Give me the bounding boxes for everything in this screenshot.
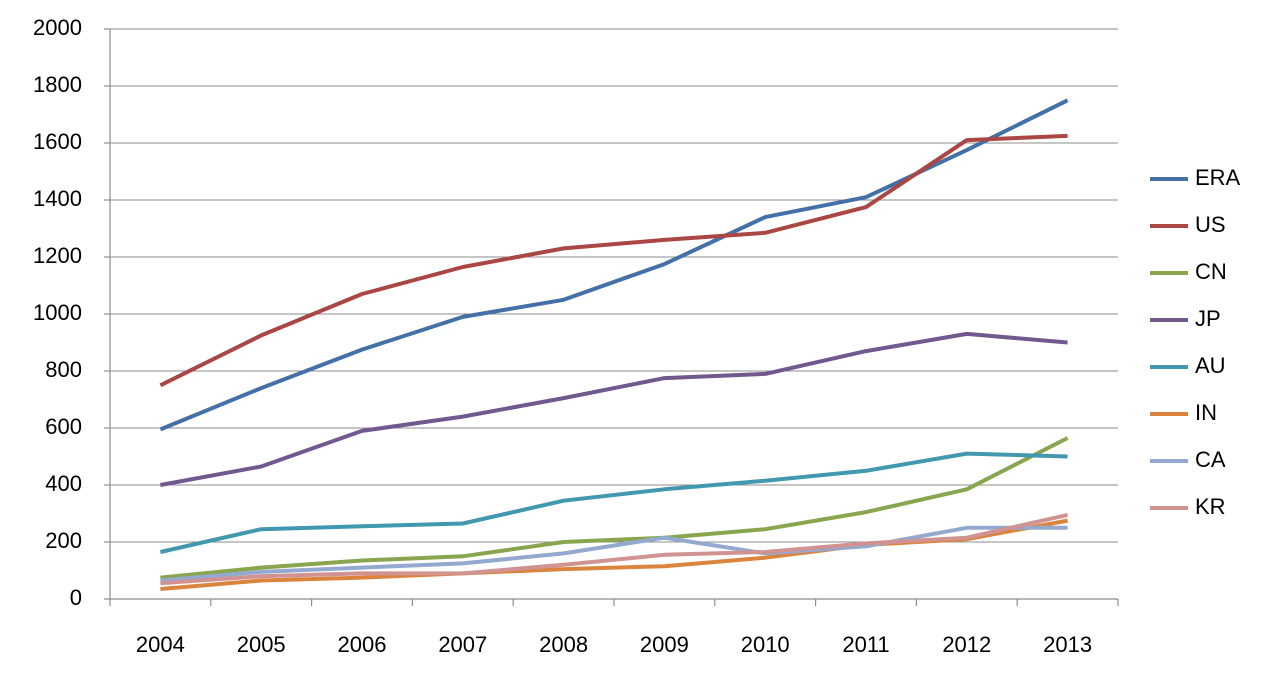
- y-tick-label: 600: [45, 414, 82, 439]
- x-tick-label: 2013: [1043, 632, 1092, 657]
- x-tick-label: 2009: [640, 632, 689, 657]
- x-tick-label: 2005: [237, 632, 286, 657]
- legend-label: KR: [1195, 494, 1226, 519]
- x-tick-label: 2008: [539, 632, 588, 657]
- series-line: [159, 133, 1068, 388]
- series-line: [159, 451, 1068, 554]
- y-tick-label: 1800: [33, 72, 82, 97]
- legend-label: AU: [1195, 353, 1226, 378]
- y-tick-label: 800: [45, 357, 82, 382]
- legend-label: CA: [1195, 447, 1226, 472]
- x-tick-label: 2006: [338, 632, 387, 657]
- legend-label: ERA: [1195, 165, 1241, 190]
- y-tick-label: 200: [45, 528, 82, 553]
- y-tick-label: 2000: [33, 15, 82, 40]
- x-tick-label: 2011: [842, 632, 889, 657]
- series-line: [160, 518, 1068, 591]
- x-tick-label: 2010: [741, 632, 790, 657]
- series-line: [160, 331, 1068, 487]
- x-tick-label: 2004: [136, 632, 185, 657]
- x-tick-label: 2007: [438, 632, 487, 657]
- y-tick-label: 1000: [33, 300, 82, 325]
- y-tick-label: 1600: [33, 129, 82, 154]
- y-tick-label: 1200: [33, 243, 82, 268]
- legend-label: US: [1195, 212, 1226, 237]
- x-tick-label: 2012: [942, 632, 991, 657]
- series-line: [159, 98, 1069, 432]
- legend-label: CN: [1195, 259, 1227, 284]
- legend-label: IN: [1195, 400, 1217, 425]
- y-tick-label: 400: [45, 471, 82, 496]
- legend-label: JP: [1195, 306, 1221, 331]
- series-line: [160, 512, 1069, 586]
- series-line: [160, 525, 1068, 583]
- y-tick-label: 0: [70, 585, 82, 610]
- y-tick-label: 1400: [33, 186, 82, 211]
- series-line: [160, 436, 1069, 580]
